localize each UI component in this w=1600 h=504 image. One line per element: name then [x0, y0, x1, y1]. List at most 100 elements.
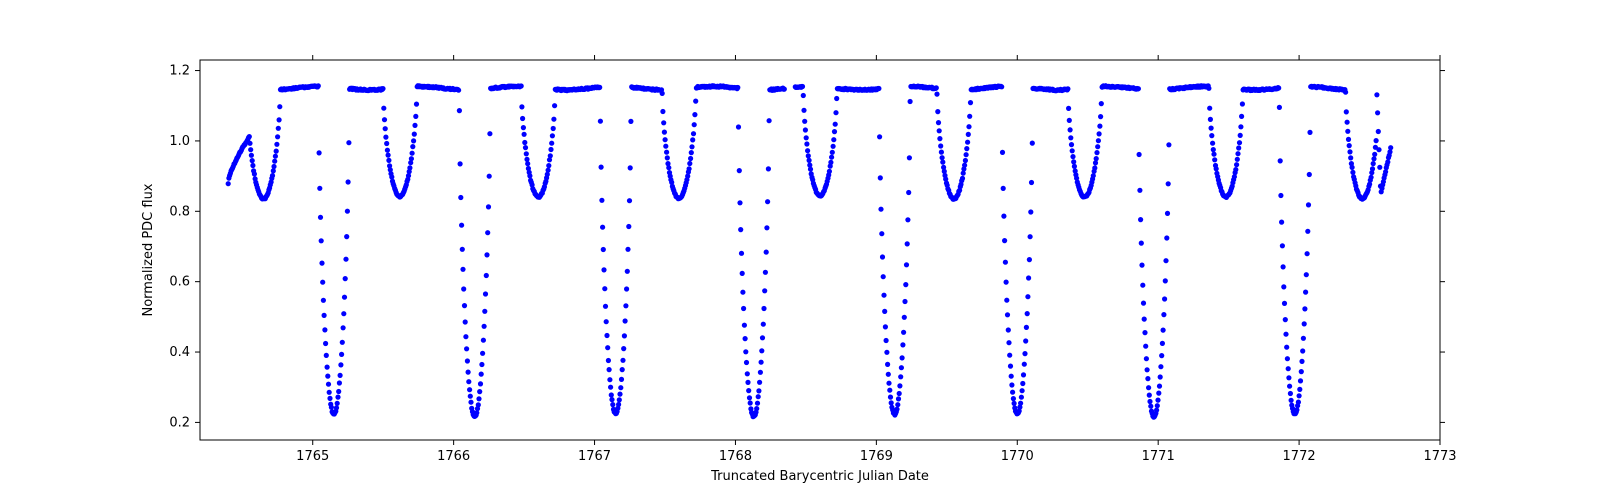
data-point — [468, 394, 473, 399]
data-point — [384, 141, 389, 146]
x-tick-label: 1768 — [719, 449, 752, 464]
data-point — [906, 190, 911, 195]
data-point — [804, 135, 809, 140]
data-point — [548, 153, 553, 158]
data-point — [1144, 356, 1149, 361]
data-point — [1000, 150, 1005, 155]
data-point — [1347, 143, 1352, 148]
data-point — [1006, 340, 1011, 345]
data-point — [621, 346, 626, 351]
data-point — [908, 99, 913, 104]
data-point — [386, 158, 391, 163]
data-point — [802, 119, 807, 124]
data-point — [1376, 147, 1381, 152]
data-point — [385, 148, 390, 153]
data-point — [1024, 325, 1029, 330]
data-point — [766, 166, 771, 171]
data-point — [1091, 173, 1096, 178]
data-point — [459, 223, 464, 228]
data-point — [597, 85, 602, 90]
data-point — [801, 93, 806, 98]
data-point — [413, 114, 418, 119]
data-point — [327, 396, 332, 401]
data-point — [1281, 284, 1286, 289]
data-point — [935, 109, 940, 114]
data-point — [1297, 387, 1302, 392]
data-point — [832, 129, 837, 134]
data-point — [1066, 106, 1071, 111]
data-point — [1097, 131, 1102, 136]
data-point — [546, 163, 551, 168]
data-point — [1302, 321, 1307, 326]
data-point — [463, 334, 468, 339]
data-point — [478, 381, 483, 386]
data-point — [468, 400, 473, 405]
data-point — [610, 402, 615, 407]
data-point — [1020, 388, 1025, 393]
data-point — [1301, 336, 1306, 341]
data-point — [735, 85, 740, 90]
data-point — [1161, 328, 1166, 333]
data-point — [895, 402, 900, 407]
data-point — [1092, 165, 1097, 170]
data-point — [484, 252, 489, 257]
data-point — [1097, 124, 1102, 129]
data-point — [1020, 381, 1025, 386]
data-point — [409, 156, 414, 161]
data-point — [524, 151, 529, 156]
data-point — [1346, 137, 1351, 142]
data-point — [479, 372, 484, 377]
data-point — [1388, 145, 1393, 150]
data-point — [477, 389, 482, 394]
data-point — [763, 270, 768, 275]
data-point — [623, 318, 628, 323]
data-point — [756, 388, 761, 393]
data-point — [1158, 374, 1163, 379]
data-point — [1156, 391, 1161, 396]
data-point — [665, 155, 670, 160]
data-point — [747, 395, 752, 400]
data-point — [1278, 193, 1283, 198]
data-point — [463, 319, 468, 324]
data-point — [905, 217, 910, 222]
data-point — [831, 137, 836, 142]
data-point — [934, 85, 939, 90]
data-point — [338, 362, 343, 367]
data-point — [1022, 362, 1027, 367]
data-point — [1009, 382, 1014, 387]
x-tick-label: 1772 — [1283, 449, 1316, 464]
data-point — [666, 165, 671, 170]
data-point — [743, 336, 748, 341]
data-point — [335, 401, 340, 406]
data-point — [548, 147, 553, 152]
data-point — [247, 134, 252, 139]
data-point — [1212, 157, 1217, 162]
data-point — [318, 215, 323, 220]
y-tick-label: 0.4 — [169, 345, 190, 360]
data-point — [1288, 391, 1293, 396]
data-point — [1238, 124, 1243, 129]
data-point — [739, 251, 744, 256]
data-point — [897, 391, 902, 396]
data-point — [900, 355, 905, 360]
data-point — [1161, 312, 1166, 317]
data-point — [1277, 105, 1282, 110]
data-point — [801, 108, 806, 113]
data-point — [601, 247, 606, 252]
data-point — [625, 269, 630, 274]
data-point — [484, 273, 489, 278]
data-point — [1023, 338, 1028, 343]
data-point — [1098, 114, 1103, 119]
data-point — [1028, 234, 1033, 239]
data-point — [527, 173, 532, 178]
data-point — [967, 114, 972, 119]
data-point — [761, 322, 766, 327]
data-point — [522, 140, 527, 145]
y-tick-label: 1.0 — [169, 134, 190, 149]
data-point — [888, 395, 893, 400]
data-point — [250, 163, 255, 168]
data-point — [325, 374, 330, 379]
data-point — [1021, 372, 1026, 377]
data-point — [480, 351, 485, 356]
data-point — [1001, 214, 1006, 219]
